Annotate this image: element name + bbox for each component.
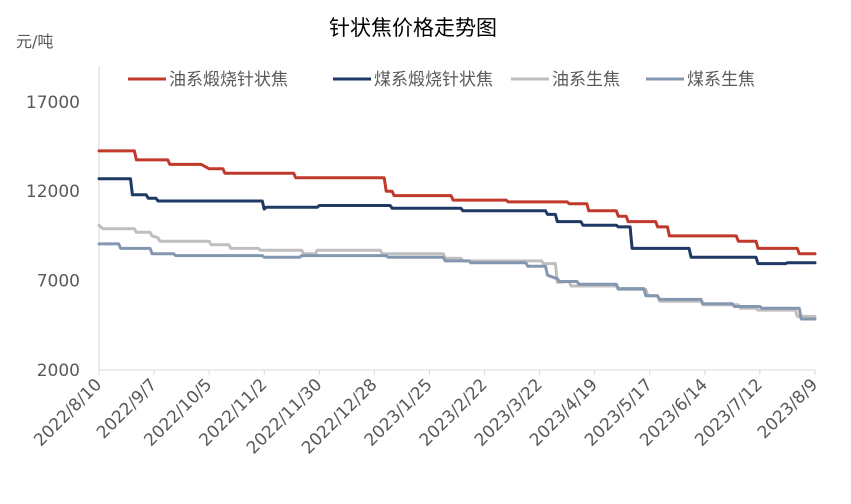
series-lines [97, 149, 817, 321]
y-tick-label: 17000 [26, 93, 80, 113]
legend-label-1: 煤系煅烧针状焦 [374, 70, 493, 90]
y-tick-label: 7000 [37, 272, 80, 292]
legend: 油系煅烧针状焦 煤系煅烧针状焦 油系生焦 煤系生焦 [128, 70, 755, 90]
series-line-3 [97, 242, 817, 321]
y-tick-labels: 2000 7000 12000 17000 [26, 93, 80, 381]
chart-title: 针状焦价格走势图 [329, 16, 497, 40]
x-tick-label: 2023/8/9 [754, 375, 822, 443]
x-tick-label: 2022/8/10 [30, 375, 106, 451]
series-line-0 [97, 149, 817, 256]
legend-label-2: 油系生焦 [552, 70, 620, 90]
y-tick-label: 2000 [37, 361, 80, 381]
legend-label-0: 油系煅烧针状焦 [169, 70, 288, 90]
y-axis-unit-label: 元/吨 [16, 32, 53, 51]
x-tick-labels: 2022/8/102022/9/72022/10/52022/11/22022/… [30, 370, 822, 458]
y-tick-label: 12000 [26, 182, 80, 202]
legend-label-3: 煤系生焦 [687, 70, 755, 90]
series-line-1 [97, 177, 817, 266]
